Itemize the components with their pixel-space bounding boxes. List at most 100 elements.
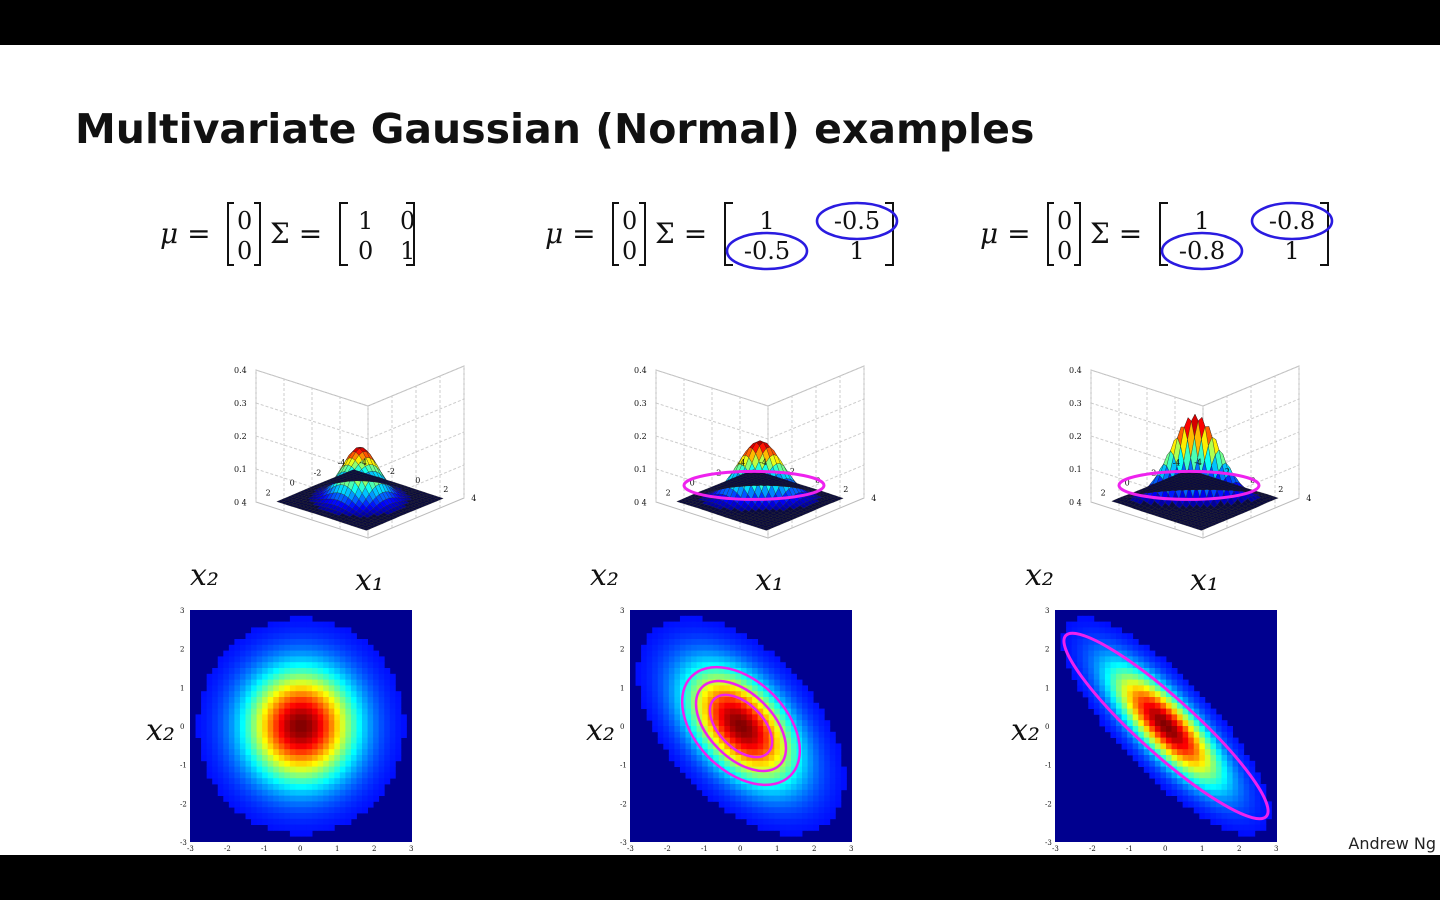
heatmap-cell — [752, 650, 759, 657]
heatmap-cell — [1204, 737, 1211, 744]
x2-axis-label: x₂ — [190, 558, 219, 593]
heatmap-cell — [239, 795, 246, 802]
heatmap-cell — [1160, 778, 1167, 785]
heatmap-cell — [350, 644, 357, 651]
heatmap-cell — [735, 633, 742, 640]
heatmap-cell — [1193, 749, 1200, 756]
heatmap-cell — [1249, 818, 1256, 825]
heatmap-cell — [1182, 720, 1189, 727]
heatmap-cell — [289, 726, 296, 733]
heatmap-cell — [1260, 784, 1267, 791]
heatmap-cell — [395, 743, 402, 750]
heatmap-cell — [323, 702, 330, 709]
heatmap-cell — [295, 662, 302, 669]
heatmap-cell — [713, 784, 720, 791]
heatmap-cell — [295, 726, 302, 733]
heatmap-cell — [1166, 679, 1172, 686]
heatmap-cell — [312, 708, 319, 715]
heatmap-cell — [273, 714, 280, 721]
heatmap-cell — [702, 755, 709, 762]
heatmap-cell — [1154, 766, 1161, 773]
heatmap-cell — [356, 807, 363, 814]
sigma-entry-01: -0.8 — [1269, 207, 1315, 235]
heatmap-cell — [796, 830, 803, 837]
heatmap-cell — [1210, 772, 1217, 779]
heatmap-cell — [278, 650, 285, 657]
heatmap-cell — [702, 714, 709, 721]
heatmap-cell — [1171, 714, 1178, 721]
heatmap-cell — [1121, 656, 1128, 663]
heatmap-cell — [779, 795, 786, 802]
heat-x-tick: -1 — [1126, 845, 1133, 853]
heatmap-cell — [251, 789, 257, 796]
heatmap-cell — [1238, 801, 1245, 808]
heatmap-cell — [356, 766, 363, 773]
heatmap-cell — [1166, 662, 1172, 669]
heatmap-cell — [295, 702, 302, 709]
heatmap-cell — [1104, 621, 1111, 628]
heatmap-cell — [289, 778, 296, 785]
heatmap-cell — [289, 818, 296, 825]
heatmap-cell — [824, 737, 831, 744]
heatmap-cell — [378, 784, 385, 791]
heatmap-cell — [702, 772, 709, 779]
heatmap-cell — [741, 702, 747, 709]
heatmap-cell — [779, 772, 786, 779]
heatmap-cell — [1249, 824, 1256, 831]
heatmap-cell — [262, 720, 269, 727]
heatmap-cell — [1154, 697, 1161, 704]
heatmap-cell — [1149, 691, 1156, 698]
heatmap-cell — [284, 639, 291, 646]
heatmap-cell — [306, 633, 313, 640]
heatmap-cell — [796, 772, 803, 779]
heatmap-cell — [1149, 668, 1156, 675]
heatmap-cell — [657, 673, 664, 680]
heat-y-tick: -3 — [180, 839, 187, 847]
heatmap-cell — [334, 720, 341, 727]
heatmap-cell — [679, 650, 686, 657]
heatmap-cell — [1227, 784, 1233, 791]
heatmap-cell — [317, 726, 324, 733]
heatmap-cell — [239, 807, 246, 814]
heatmap-cell — [802, 731, 808, 738]
heatmap-cell — [356, 743, 363, 750]
heatmap-cell — [757, 766, 764, 773]
heatmap-cell — [757, 789, 764, 796]
heatmap-cell — [835, 789, 842, 796]
heatmap-cell — [1171, 749, 1178, 756]
heatmap-cell — [752, 749, 759, 756]
heatmap-cell — [1171, 679, 1178, 686]
heatmap-cell — [362, 766, 368, 773]
heatmap-cell — [1082, 656, 1089, 663]
heatmap-cell — [356, 639, 363, 646]
heatmap-cell — [718, 720, 725, 727]
heatmap-cell — [1260, 818, 1267, 825]
heatmap-cell — [245, 755, 252, 762]
heatmap-cell — [790, 737, 797, 744]
heatmap-cell — [818, 720, 825, 727]
heatmap-cell — [763, 673, 770, 680]
heatmap-cell — [1099, 673, 1106, 680]
heatmap-cell — [267, 766, 274, 773]
heatmap-cell — [679, 644, 686, 651]
heatmap-cell — [1160, 656, 1167, 663]
heatmap-cell — [652, 685, 659, 692]
heatmap-cell — [807, 731, 814, 738]
heatmap-cell — [829, 755, 836, 762]
heatmap-cell — [1204, 813, 1211, 820]
heatmap-cell — [289, 662, 296, 669]
heatmap-cell — [251, 633, 257, 640]
heatmap-cell — [1082, 662, 1089, 669]
heatmap-cell — [339, 644, 346, 651]
heatmap-cell — [646, 668, 653, 675]
heatmap-cell — [323, 737, 330, 744]
heatmap-cell — [251, 807, 257, 814]
heatmap-cell — [829, 801, 836, 808]
heatmap-cell — [262, 807, 269, 814]
heatmap-cell — [813, 784, 820, 791]
heatmap-cell — [212, 755, 219, 762]
heatmap-cell — [262, 755, 269, 762]
heatmap-cell — [289, 668, 296, 675]
heatmap-cell — [301, 830, 307, 837]
heatmap-cell — [395, 697, 402, 704]
